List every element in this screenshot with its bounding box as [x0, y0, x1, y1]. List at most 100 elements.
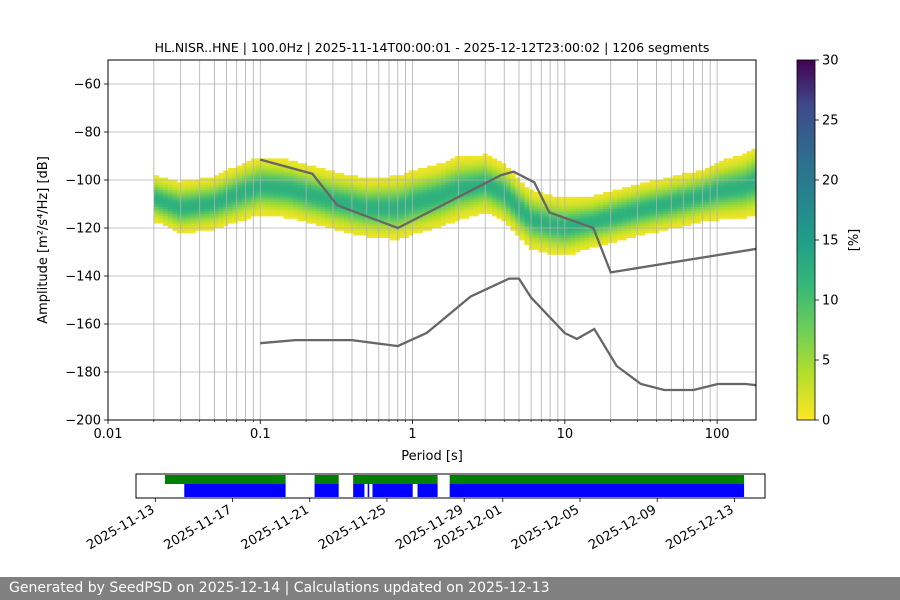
- heatmap-cell: [422, 192, 428, 195]
- heatmap-cell: [190, 184, 196, 188]
- heatmap-cell: [677, 216, 683, 219]
- heatmap-cell: [491, 208, 498, 212]
- heatmap-cell: [390, 218, 396, 222]
- heatmap-cell: [214, 225, 220, 229]
- heatmap-cell: [408, 225, 414, 229]
- heatmap-cell: [593, 216, 599, 219]
- heatmap-cell: [186, 204, 192, 207]
- heatmap-cell: [542, 220, 548, 224]
- heatmap-cell: [265, 177, 271, 181]
- heatmap-cell: [742, 213, 748, 217]
- heatmap-cell: [399, 230, 405, 234]
- heatmap-cell: [695, 184, 701, 188]
- heatmap-cell: [445, 218, 451, 222]
- heatmap-cell: [468, 199, 474, 202]
- heatmap-cell: [380, 218, 386, 222]
- heatmap-cell: [274, 206, 280, 210]
- heatmap-cell: [496, 211, 502, 214]
- heatmap-cell: [709, 208, 715, 212]
- heatmap-cell: [403, 228, 409, 231]
- heatmap-cell: [561, 232, 567, 236]
- heatmap-cell: [223, 213, 229, 217]
- heatmap-cell: [218, 225, 224, 229]
- heatmap-cell: [728, 189, 734, 193]
- heatmap-cell: [232, 182, 238, 186]
- heatmap-cell: [218, 187, 224, 190]
- heatmap-cell: [612, 206, 618, 210]
- heatmap-cell: [718, 194, 724, 198]
- heatmap-cell: [297, 184, 303, 188]
- heatmap-cell: [334, 211, 340, 214]
- heatmap-cell: [542, 247, 548, 250]
- heatmap-cell: [241, 170, 247, 174]
- heatmap-cell: [390, 199, 396, 202]
- heatmap-cell: [649, 230, 655, 234]
- heatmap-cell: [501, 184, 507, 188]
- heatmap-cell: [718, 192, 724, 195]
- heatmap-cell: [454, 184, 460, 188]
- heatmap-cell: [723, 206, 729, 210]
- heatmap-cell: [524, 196, 530, 200]
- heatmap-cell: [292, 208, 298, 212]
- heatmap-cell: [575, 228, 581, 231]
- heatmap-cell: [153, 211, 159, 214]
- heatmap-cell: [288, 172, 294, 176]
- heatmap-cell: [209, 201, 215, 205]
- heatmap-cell: [302, 175, 308, 178]
- heatmap-cell: [459, 201, 465, 205]
- heatmap-cell: [737, 208, 743, 212]
- heatmap-cell: [246, 184, 252, 188]
- heatmap-cell: [269, 194, 275, 198]
- heatmap-cell: [232, 196, 238, 200]
- heatmap-cell: [343, 177, 349, 181]
- heatmap-cell: [186, 196, 192, 200]
- heatmap-cell: [334, 187, 340, 190]
- heatmap-cell: [468, 201, 474, 205]
- heatmap-cell: [325, 223, 331, 226]
- heatmap-cell: [190, 225, 196, 229]
- heatmap-cell: [209, 196, 215, 200]
- heatmap-cell: [737, 168, 743, 171]
- heatmap-cell: [705, 211, 711, 214]
- heatmap-cell: [232, 175, 238, 178]
- heatmap-cell: [612, 189, 618, 193]
- heatmap-cell: [366, 206, 372, 210]
- heatmap-cell: [177, 225, 183, 229]
- heatmap-cell: [496, 160, 502, 164]
- heatmap-cell: [371, 182, 377, 186]
- heatmap-cell: [473, 199, 479, 202]
- heatmap-cell: [417, 199, 423, 202]
- heatmap-cell: [371, 213, 377, 217]
- heatmap-cell: [329, 208, 335, 212]
- heatmap-cell: [459, 206, 465, 210]
- heatmap-cell: [232, 170, 238, 174]
- heatmap-cell: [728, 187, 734, 190]
- heatmap-cell: [385, 206, 391, 210]
- heatmap-cell: [190, 218, 196, 222]
- heatmap-cell: [464, 194, 470, 198]
- heatmap-cell: [579, 213, 586, 217]
- heatmap-cell: [728, 196, 734, 200]
- heatmap-cell: [343, 220, 349, 224]
- heatmap-cell: [742, 180, 748, 183]
- heatmap-cell: [751, 184, 756, 188]
- heatmap-cell: [334, 182, 340, 186]
- heatmap-cell: [417, 184, 423, 188]
- heatmap-cell: [362, 177, 368, 181]
- heatmap-cell: [705, 172, 711, 176]
- heatmap-cell: [265, 206, 271, 210]
- heatmap-cell: [246, 208, 252, 212]
- heatmap-cell: [468, 175, 474, 178]
- heatmap-cell: [186, 216, 192, 219]
- heatmap-cell: [311, 211, 317, 214]
- heatmap-cell: [283, 158, 289, 162]
- heatmap-cell: [454, 156, 460, 159]
- heatmap-cell: [362, 218, 368, 222]
- heatmap-cell: [427, 192, 433, 195]
- heatmap-cell: [677, 196, 683, 200]
- heatmap-cell: [167, 187, 173, 190]
- heatmap-cell: [552, 242, 558, 246]
- heatmap-cell: [459, 163, 465, 166]
- heatmap-cell: [413, 187, 419, 190]
- heatmap-cell: [274, 211, 280, 214]
